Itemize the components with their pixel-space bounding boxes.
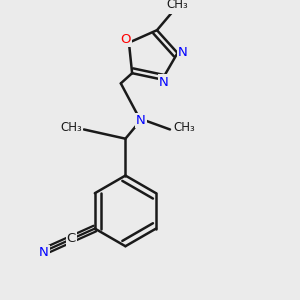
Text: N: N (39, 246, 49, 259)
Text: N: N (178, 46, 188, 59)
Text: CH₃: CH₃ (173, 122, 195, 134)
Text: CH₃: CH₃ (60, 122, 82, 134)
Text: CH₃: CH₃ (167, 0, 188, 11)
Text: N: N (159, 76, 169, 88)
Text: O: O (121, 33, 131, 46)
Text: N: N (136, 114, 146, 127)
Text: C: C (67, 232, 76, 245)
